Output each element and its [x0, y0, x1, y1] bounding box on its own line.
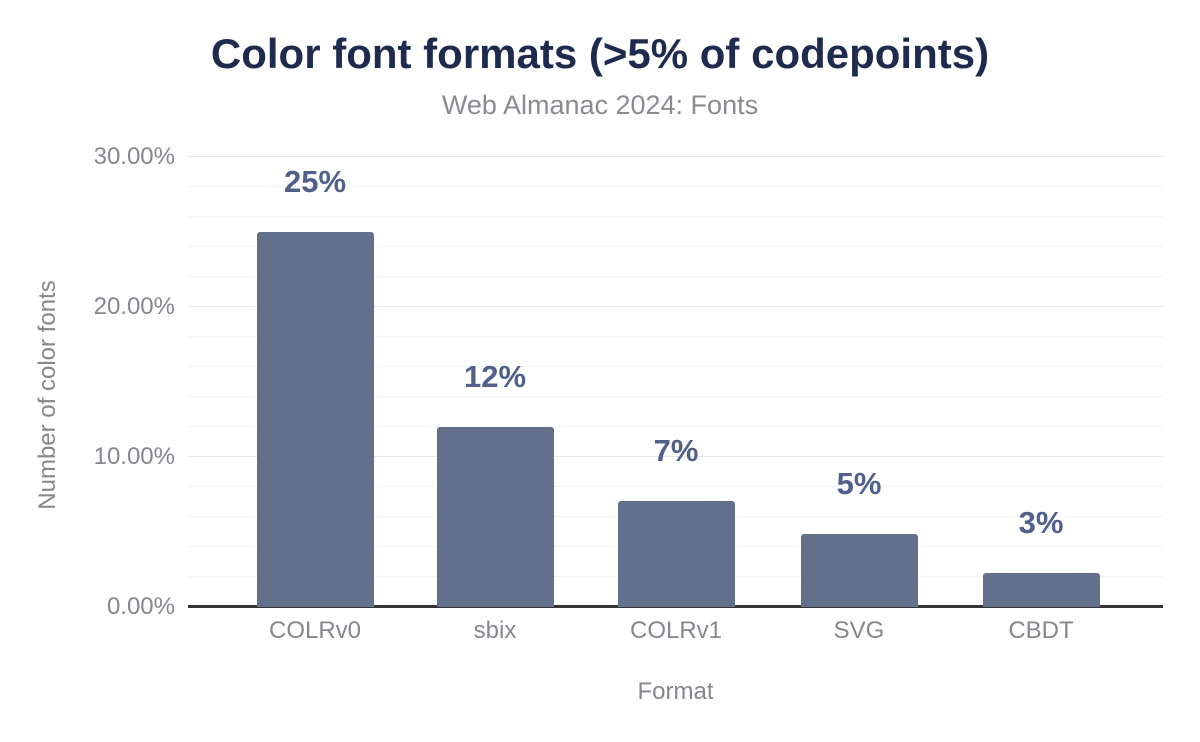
chart-subtitle: Web Almanac 2024: Fonts	[441, 90, 759, 120]
bar-value-label-colrv1: 7%	[653, 432, 699, 468]
bar-value-label-svg: 5%	[836, 465, 882, 501]
minor-gridline	[188, 216, 1163, 217]
minor-gridline	[188, 486, 1163, 487]
bar-cbdt[interactable]	[982, 572, 1100, 607]
major-gridline	[188, 306, 1163, 307]
bar-sbix[interactable]	[436, 427, 554, 607]
minor-gridline	[188, 186, 1163, 187]
bar-value-label-sbix: 12%	[463, 359, 527, 394]
y-tick-label-20: 20.00%	[93, 293, 175, 320]
y-tick-label-30: 30.00%	[93, 143, 175, 170]
minor-gridline	[188, 246, 1163, 247]
x-tick-label-cbdt: CBDT	[1008, 617, 1074, 644]
minor-gridline	[188, 336, 1163, 337]
x-tick-label-sbix: sbix	[473, 617, 517, 644]
minor-gridline	[188, 366, 1163, 367]
major-gridline	[188, 156, 1163, 157]
bar-colrv0[interactable]	[256, 232, 374, 607]
minor-gridline	[188, 426, 1163, 427]
x-tick-label-colrv0: COLRv0	[268, 617, 362, 644]
x-tick-label-colrv1: COLRv1	[629, 617, 723, 644]
major-gridline	[188, 456, 1163, 457]
plot-area: 25% 12% 7% 5% 3%	[188, 156, 1163, 608]
x-axis-title: Format	[637, 678, 714, 705]
y-tick-label-0: 0.00%	[106, 593, 175, 620]
chart-title: Color font formats (>5% of codepoints)	[210, 30, 990, 77]
y-axis-title: Number of color fonts	[34, 280, 61, 510]
bar-colrv1[interactable]	[617, 500, 735, 607]
bar-svg[interactable]	[800, 533, 918, 607]
minor-gridline	[188, 396, 1163, 397]
y-tick-label-10: 10.00%	[93, 443, 175, 470]
bar-value-label-colrv0: 25%	[283, 164, 347, 199]
minor-gridline	[188, 276, 1163, 277]
x-tick-label-svg: SVG	[833, 617, 885, 644]
bar-value-label-cbdt: 3%	[1018, 504, 1064, 540]
